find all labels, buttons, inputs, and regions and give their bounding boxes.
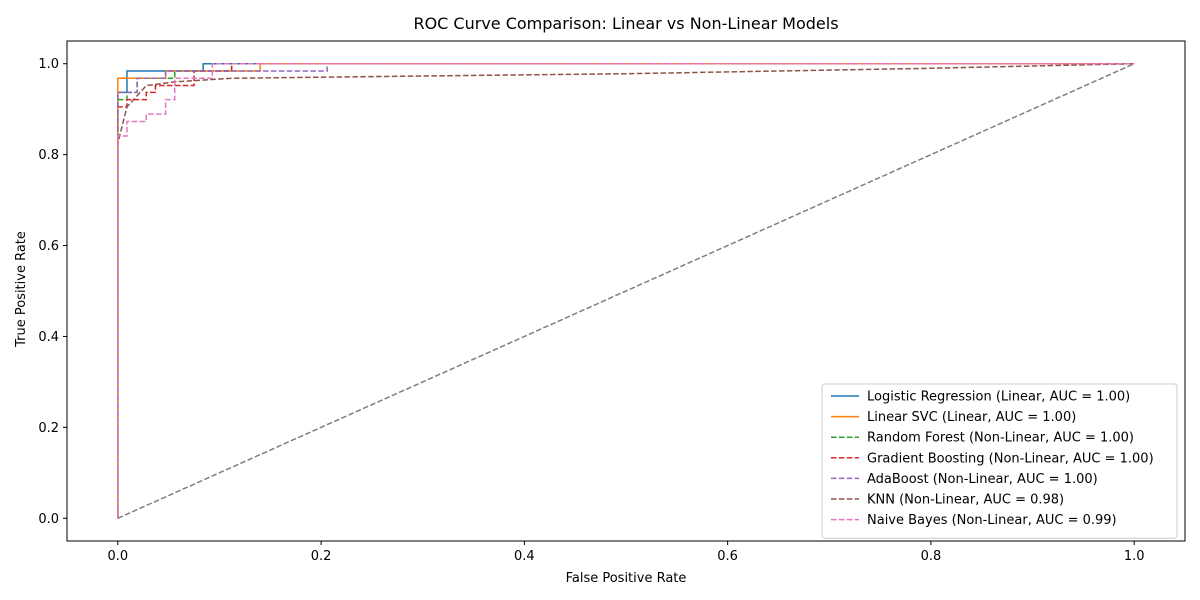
x-tick-label: 0.8 [921, 549, 942, 564]
x-tick-label: 0.2 [311, 549, 332, 564]
chart-title: ROC Curve Comparison: Linear vs Non-Line… [413, 14, 838, 33]
legend: Logistic Regression (Linear, AUC = 1.00)… [821, 383, 1178, 539]
series-line-5 [117, 62, 1135, 519]
x-tick-label: 0.4 [514, 549, 535, 564]
legend-box [821, 383, 1178, 539]
legend-label-1: Linear SVC (Linear, AUC = 1.00) [867, 410, 1076, 425]
y-axis-label: True Positive Rate [14, 231, 29, 348]
legend-label-2: Random Forest (Non-Linear, AUC = 1.00) [867, 431, 1134, 446]
x-axis-label: False Positive Rate [566, 571, 687, 586]
series-line-6 [117, 62, 1135, 519]
y-tick-label: 0.4 [38, 330, 59, 345]
legend-label-6: Naive Bayes (Non-Linear, AUC = 0.99) [867, 513, 1117, 528]
x-tick-label: 0.6 [717, 549, 738, 564]
x-tick-label: 0.0 [107, 549, 128, 564]
y-tick-label: 0.8 [38, 148, 59, 163]
y-tick-label: 0.2 [38, 421, 59, 436]
chance-diagonal-line [117, 63, 1135, 519]
plot-frame [66, 40, 1186, 542]
y-tick-label: 0.6 [38, 239, 59, 254]
y-tick-label: 0.0 [38, 512, 59, 527]
y-tick-label: 1.0 [38, 57, 59, 72]
x-axis: 0.0 0.2 0.4 0.6 0.8 1.0 [107, 541, 1145, 564]
legend-label-0: Logistic Regression (Linear, AUC = 1.00) [867, 390, 1130, 405]
legend-label-5: KNN (Non-Linear, AUC = 0.98) [867, 493, 1064, 508]
legend-label-3: Gradient Boosting (Non-Linear, AUC = 1.0… [867, 451, 1154, 466]
y-axis: 0.0 0.2 0.4 0.6 0.8 1.0 [38, 57, 67, 527]
plot-area [117, 62, 1135, 519]
legend-label-4: AdaBoost (Non-Linear, AUC = 1.00) [867, 472, 1098, 487]
x-tick-label: 1.0 [1124, 549, 1145, 564]
